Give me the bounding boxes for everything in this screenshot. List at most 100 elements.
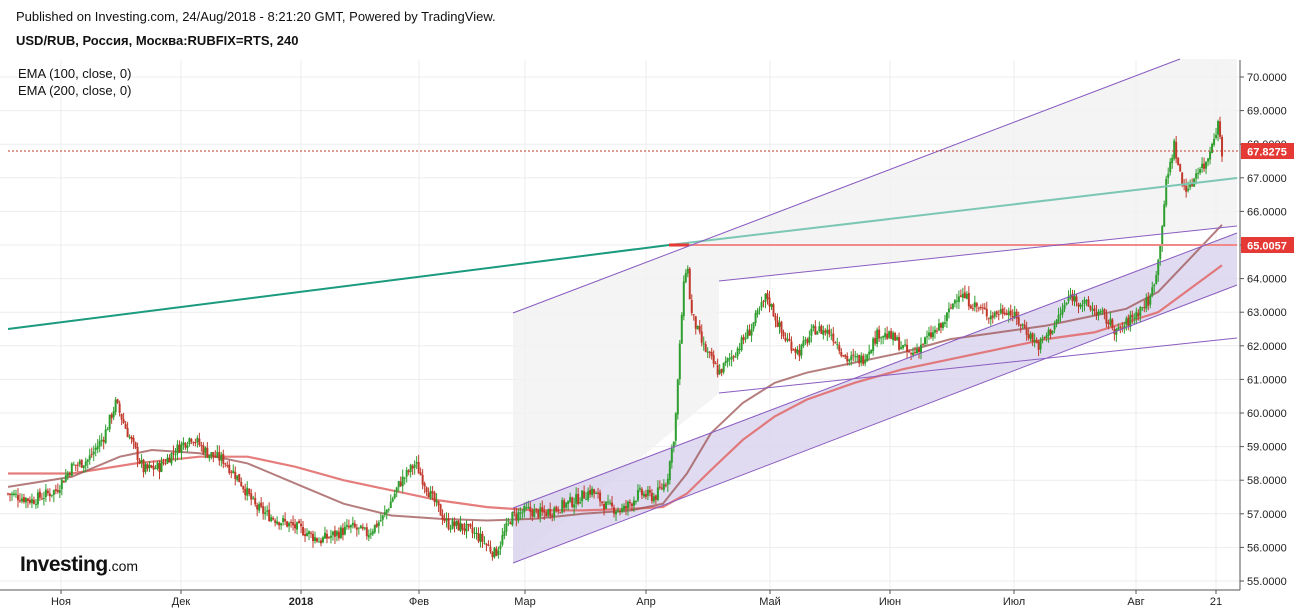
symbol-title: USD/RUB, Россия, Москва:RUBFIX=RTS, 240 — [16, 33, 299, 48]
candle-body — [236, 475, 239, 481]
candle-body — [423, 483, 426, 487]
candle-body — [1203, 163, 1206, 169]
candle-body — [579, 502, 582, 504]
candle-body — [746, 329, 749, 339]
candle-body — [523, 506, 526, 513]
candle-body — [509, 522, 512, 525]
candle-body — [1147, 297, 1150, 306]
candle-body — [1175, 141, 1178, 159]
candle-body — [537, 509, 540, 518]
candle-body — [816, 331, 819, 335]
candle-body — [682, 281, 685, 317]
candle-body — [979, 306, 982, 308]
candle-body — [7, 493, 9, 495]
candle-body — [880, 337, 883, 339]
candle-body — [54, 489, 57, 491]
candle-body — [854, 356, 857, 358]
y-tick-label: 66.0000 — [1247, 206, 1287, 218]
candle-body — [1119, 326, 1122, 329]
candle-body — [818, 326, 821, 332]
candle-body — [698, 325, 701, 332]
candle-body — [890, 331, 893, 339]
candle-body — [174, 454, 177, 456]
candle-body — [662, 483, 665, 490]
candle-body — [136, 446, 139, 461]
candle-body — [593, 489, 596, 494]
x-tick-label: Мар — [514, 596, 536, 608]
candle-body — [644, 494, 647, 497]
candle-body — [1033, 340, 1036, 343]
candle-body — [1037, 341, 1040, 350]
candle-body — [379, 520, 382, 522]
candle-body — [611, 502, 614, 507]
candle-body — [1043, 336, 1046, 338]
candle-body — [1089, 306, 1092, 310]
candle-body — [589, 490, 592, 495]
candle-body — [234, 471, 237, 479]
candle-body — [122, 419, 125, 424]
candle-body — [1109, 318, 1112, 325]
candle-body — [565, 502, 568, 508]
candle-body — [102, 440, 105, 443]
candle-body — [313, 537, 316, 542]
candle-body — [429, 490, 432, 499]
candle-body — [58, 490, 61, 493]
candle-body — [38, 491, 41, 498]
candle-body — [999, 309, 1002, 314]
candle-body — [573, 504, 576, 508]
candle-body — [993, 312, 996, 317]
candle-body — [1057, 314, 1060, 322]
candle-body — [180, 443, 183, 453]
candle-body — [1117, 327, 1120, 330]
candle-body — [1207, 158, 1210, 162]
candle-body — [961, 293, 964, 298]
candle-body — [758, 308, 761, 310]
candle-body — [461, 523, 464, 530]
candle-body — [732, 356, 735, 358]
candle-body — [1115, 329, 1118, 335]
candle-body — [674, 413, 677, 441]
candle-body — [712, 355, 715, 364]
candle-body — [114, 399, 117, 413]
candle-body — [1135, 311, 1138, 319]
candle-body — [836, 344, 839, 346]
candle-body — [503, 531, 506, 536]
candle-body — [471, 527, 474, 533]
candle-body — [280, 523, 283, 526]
candle-body — [882, 335, 885, 338]
candle-body — [870, 350, 873, 353]
candle-body — [716, 365, 719, 375]
candle-body — [1087, 299, 1090, 307]
candle-body — [660, 487, 663, 489]
candle-body — [126, 428, 129, 438]
candle-body — [607, 501, 610, 503]
candle-body — [971, 308, 974, 310]
candle-body — [421, 474, 424, 485]
candle-body — [154, 468, 157, 470]
candle-body — [864, 360, 867, 364]
candle-body — [246, 487, 249, 496]
candle-body — [1051, 330, 1054, 334]
candle-body — [449, 528, 452, 530]
candle-body — [609, 502, 612, 504]
candle-body — [1213, 138, 1216, 145]
candle-body — [776, 320, 779, 328]
candle-body — [242, 486, 245, 490]
candle-body — [957, 296, 960, 303]
last-price-text: 67.8275 — [1247, 147, 1287, 159]
candle-body — [814, 326, 817, 335]
candle-body — [943, 322, 946, 324]
candle-body — [1079, 304, 1082, 308]
y-tick-label: 70.0000 — [1247, 72, 1287, 84]
candle-body — [792, 349, 795, 351]
candle-body — [551, 515, 554, 517]
candle-body — [198, 438, 201, 446]
candle-body — [14, 493, 17, 495]
candle-body — [467, 523, 470, 525]
candle-body — [98, 440, 101, 447]
candle-body — [692, 314, 695, 316]
candle-body — [615, 511, 618, 515]
candle-body — [549, 509, 552, 516]
candle-body — [533, 509, 536, 518]
